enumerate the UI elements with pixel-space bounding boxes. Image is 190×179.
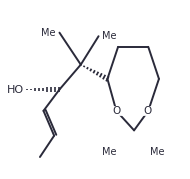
Text: HO: HO xyxy=(7,84,24,95)
Text: O: O xyxy=(143,106,151,116)
Text: Me: Me xyxy=(102,147,116,157)
Text: Me: Me xyxy=(102,31,117,41)
Text: Me: Me xyxy=(150,147,165,157)
Text: O: O xyxy=(113,106,121,116)
Text: Me: Me xyxy=(41,28,56,38)
Text: O: O xyxy=(143,106,151,116)
Text: O: O xyxy=(113,106,121,116)
